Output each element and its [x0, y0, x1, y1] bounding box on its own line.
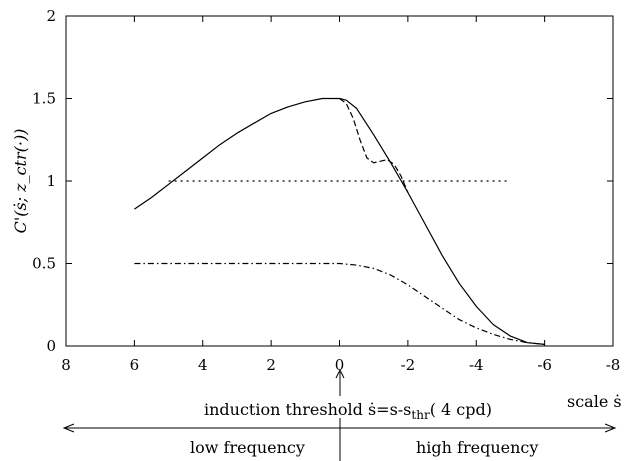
x-tick-label: 4 — [198, 356, 208, 374]
x-tick-label: -4 — [469, 356, 484, 374]
threshold-label-tail: ( 4 cpd) — [430, 400, 492, 419]
threshold-label-sub: thr — [411, 408, 430, 422]
x-axis-label: scale ṡ — [567, 392, 622, 411]
x-tick-label: 8 — [61, 356, 71, 374]
y-tick-label: 0.5 — [32, 255, 56, 273]
x-tick-label: -2 — [401, 356, 416, 374]
x-tick-label: 2 — [266, 356, 276, 374]
plot-frame — [65, 15, 614, 347]
y-tick-label: 1 — [46, 172, 56, 190]
x-tick-label: 6 — [130, 356, 140, 374]
y-axis-label: C'(ṡ; z_ctr(·)) — [11, 129, 30, 234]
frequency-axis-right-arrowhead — [604, 423, 617, 433]
y-tick-label: 2 — [46, 7, 56, 25]
series-line-solid — [134, 97, 545, 345]
series-line-dashdot — [134, 262, 545, 345]
high-frequency-label: high frequency — [416, 438, 538, 457]
x-tick-label: -6 — [537, 356, 552, 374]
threshold-marker-arrowhead — [335, 368, 345, 379]
series-group — [134, 97, 545, 345]
y-tick-label: 1.5 — [32, 90, 56, 108]
y-tick-label: 0 — [46, 337, 56, 355]
threshold-label-main: induction threshold ṡ=s-s — [204, 400, 411, 419]
series-line-dashed — [339, 98, 409, 193]
frequency-axis-left-arrowhead — [62, 423, 75, 433]
x-tick-label: 0 — [335, 356, 345, 374]
x-tick-label: -8 — [606, 356, 621, 374]
axis-ticks: 8 6 4 2 0 -2 -4 -6 -8 0 0.5 1 1.5 2 — [32, 7, 620, 374]
threshold-label: induction threshold ṡ=s-sthr( 4 cpd) — [204, 400, 492, 422]
low-frequency-label: low frequency — [190, 438, 305, 457]
